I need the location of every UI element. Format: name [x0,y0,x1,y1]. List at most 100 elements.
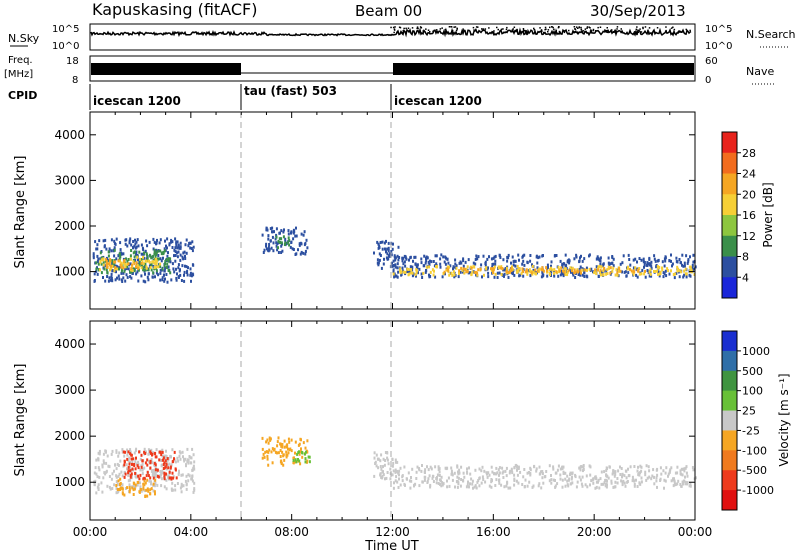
power-scatter-cell [175,267,177,271]
power-scatter-cell [402,270,405,274]
velocity-scatter-cell [604,482,607,486]
power-scatter-cell [494,272,497,276]
power-scatter-cell [566,273,569,277]
velocity-scatter-cell [129,465,131,469]
noise-point [635,31,638,34]
velocity-scatter-cell [524,478,527,482]
velocity-scatter-cell [676,471,679,475]
x-tick-label: 16:00 [476,525,511,539]
power-scatter-cell [531,270,534,274]
velocity-scatter-cell [673,479,676,483]
power-scatter-cell [146,275,149,279]
power-scatter-cell [536,261,539,265]
power-scatter-cell [545,269,548,273]
power-scatter-cell [95,261,98,265]
power-scatter-cell [134,242,137,246]
power-scatter-cell [484,263,487,267]
velocity-scatter-cell [611,472,614,476]
power-scatter-cell [126,275,129,279]
velocity-scatter-cell [171,481,174,485]
power-scatter-cell [387,241,390,245]
power-scatter-cell [648,270,651,274]
power-scatter-cell [134,238,136,242]
noise-point [441,27,443,29]
power-scatter-cell [578,259,581,263]
power-scatter-cell [176,251,179,255]
nave-right-tick-top: 60 [705,56,718,67]
velocity-scatter-cell [636,485,639,488]
noise-trace-line [90,27,692,38]
power-scatter-cell [163,269,166,273]
velocity-scatter-cell [656,473,659,477]
velocity-scatter-cell [191,477,193,481]
velocity-scatter-cell [265,450,268,454]
power-scatter-cell [605,272,608,276]
power-scatter-cell [117,254,120,258]
velocity-scatter-cell [468,485,470,489]
power-scatter-cell [671,262,674,266]
power-scatter-cell [148,240,151,244]
power-scatter-cell [281,249,284,253]
power-scatter-cell [96,272,99,276]
cpid-segment-1: icescan 1200 [93,94,181,108]
power-scatter-cell [127,262,130,266]
power-scatter-cell [142,255,145,259]
power-scatter-cell [526,272,529,276]
power-scatter-cell [649,268,652,272]
velocity-scatter-cell [441,481,444,485]
velocity-scatter-cell [162,463,165,466]
power-scatter-cell [391,261,393,265]
power-scatter-cell [163,264,166,268]
velocity-scatter-cell [133,487,136,491]
noise-point [393,29,396,31]
velocity-scatter-cell [301,451,304,455]
power-scatter-cell [176,246,179,250]
velocity-scatter-cell [274,450,277,454]
power-scatter-cell [459,270,462,274]
velocity-scatter-cell [519,470,522,474]
power-scatter-cell [681,263,683,267]
noise-point [580,28,583,31]
power-scatter-cell [377,261,380,265]
velocity-scatter-cell [283,458,286,462]
noise-point [545,28,547,30]
velocity-scatter-cell [561,485,564,489]
power-scatter-cell [540,275,543,279]
power-scatter-cell [397,258,400,262]
velocity-scatter-cell [633,465,636,468]
power-scatter-cell [624,270,627,274]
power-scatter-cell [170,240,173,244]
power-scatter-cell [443,270,446,274]
noise-point [541,30,543,32]
velocity-scatter-cell [423,475,426,479]
noise-point [493,31,495,34]
velocity-scatter-cell [98,449,101,453]
velocity-colorbar-tick-label: -500 [742,464,767,477]
power-scatter-cell [508,270,511,274]
power-scatter-cell [294,234,297,238]
power-scatter-cell [511,265,513,269]
velocity-scatter-cell [127,450,130,454]
velocity-scatter-cell [154,455,157,459]
power-scatter-cell [289,245,292,249]
power-scatter-cell [185,251,188,255]
power-scatter-cell [279,231,281,235]
power-scatter-cell [473,265,476,269]
velocity-scatter-cell [108,475,111,478]
velocity-scatter-cell [474,468,477,472]
power-scatter-cell [167,265,170,269]
velocity-scatter-cell [469,482,471,486]
velocity-scatter-cell [119,486,122,490]
noise-point [523,30,526,32]
power-scatter-cell [182,257,185,261]
power-scatter-cell [108,247,111,251]
power-scatter-cell [387,257,390,261]
power-scatter-cell [632,258,635,262]
power-scatter-cell [147,272,150,276]
power-scatter-cell [132,240,135,243]
x-axis-label: Time UT [364,539,418,554]
power-scatter-cell [129,270,132,274]
velocity-scatter-cell [308,455,311,459]
velocity-scatter-cell [117,488,120,491]
velocity-scatter-cell [145,474,148,478]
